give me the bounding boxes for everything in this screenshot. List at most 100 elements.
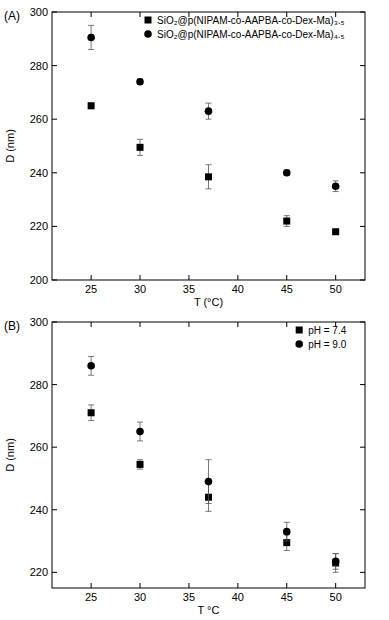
error-cap bbox=[88, 420, 94, 421]
error-cap bbox=[88, 404, 94, 405]
legend-label: SiO₂@p(NIPAM-co-AAPBA-co-Dex-Ma)₃.₅ bbox=[157, 15, 345, 26]
error-bar bbox=[284, 522, 290, 541]
legend-label: pH = 7.4 bbox=[308, 325, 347, 336]
figure: (A)253035404550200220240260280300T (°C)D… bbox=[0, 0, 389, 620]
data-point bbox=[332, 558, 340, 566]
error-cap bbox=[284, 226, 290, 227]
plot-frame bbox=[52, 12, 365, 280]
error-cap bbox=[333, 569, 339, 570]
x-tick bbox=[140, 583, 141, 588]
y-tick-label: 280 bbox=[30, 379, 48, 391]
y-tick bbox=[360, 322, 365, 323]
error-cap bbox=[206, 103, 212, 104]
y-tick bbox=[52, 572, 57, 573]
data-point bbox=[205, 478, 213, 486]
data-point bbox=[283, 528, 291, 536]
x-axis-title: T °C bbox=[198, 604, 220, 616]
data-point bbox=[205, 173, 212, 180]
x-tick bbox=[286, 322, 287, 327]
x-tick bbox=[237, 275, 238, 280]
error-cap bbox=[88, 375, 94, 376]
x-tick-label: 50 bbox=[330, 591, 342, 603]
x-tick bbox=[286, 275, 287, 280]
plot-area bbox=[87, 356, 339, 572]
y-tick bbox=[360, 447, 365, 448]
y-tick-label: 200 bbox=[30, 274, 48, 286]
data-point bbox=[87, 362, 95, 370]
x-tick-label: 45 bbox=[281, 283, 293, 295]
y-tick bbox=[360, 65, 365, 66]
data-point bbox=[88, 102, 95, 109]
panel-title: (A) bbox=[4, 9, 20, 23]
x-tick bbox=[335, 583, 336, 588]
x-tick-label: 50 bbox=[330, 283, 342, 295]
y-tick-label: 260 bbox=[30, 441, 48, 453]
data-point bbox=[137, 461, 144, 468]
error-cap bbox=[88, 49, 94, 50]
x-tick bbox=[188, 275, 189, 280]
x-tick bbox=[188, 583, 189, 588]
x-tick bbox=[140, 322, 141, 327]
y-tick bbox=[52, 12, 57, 13]
error-cap bbox=[206, 511, 212, 512]
data-point bbox=[283, 218, 290, 225]
data-point bbox=[283, 169, 291, 177]
error-cap bbox=[333, 191, 339, 192]
legend-label: SiO₂@p(NIPAM-co-AAPBA-co-Dex-Ma)₄.₅ bbox=[157, 29, 345, 40]
error-cap bbox=[333, 180, 339, 181]
x-tick-label: 30 bbox=[134, 283, 146, 295]
y-tick bbox=[360, 172, 365, 173]
x-tick bbox=[91, 12, 92, 17]
y-tick bbox=[360, 572, 365, 573]
x-tick bbox=[237, 583, 238, 588]
error-bar bbox=[333, 181, 339, 192]
error-cap bbox=[88, 25, 94, 26]
error-bar bbox=[284, 216, 290, 227]
error-cap bbox=[284, 215, 290, 216]
data-point bbox=[332, 228, 339, 235]
error-cap bbox=[137, 422, 143, 423]
y-tick bbox=[360, 119, 365, 120]
x-tick-label: 25 bbox=[85, 283, 97, 295]
error-cap bbox=[137, 469, 143, 470]
y-tick-label: 300 bbox=[30, 6, 48, 18]
panel: (A)253035404550200220240260280300T (°C)D… bbox=[4, 6, 365, 308]
x-tick bbox=[91, 583, 92, 588]
error-cap bbox=[206, 119, 212, 120]
legend-marker bbox=[145, 17, 152, 24]
y-tick-label: 300 bbox=[30, 316, 48, 328]
error-bar bbox=[333, 554, 339, 570]
y-tick-label: 220 bbox=[30, 220, 48, 232]
y-tick bbox=[360, 384, 365, 385]
x-tick bbox=[286, 583, 287, 588]
panel-title: (B) bbox=[4, 319, 20, 333]
error-cap bbox=[206, 164, 212, 165]
y-tick bbox=[52, 384, 57, 385]
y-tick-label: 240 bbox=[30, 167, 48, 179]
error-bar bbox=[137, 460, 143, 469]
x-tick bbox=[237, 322, 238, 327]
error-cap bbox=[333, 572, 339, 573]
x-tick bbox=[188, 322, 189, 327]
x-axis-title: T (°C) bbox=[194, 296, 223, 308]
x-tick-label: 35 bbox=[183, 591, 195, 603]
error-cap bbox=[206, 503, 212, 504]
y-tick bbox=[360, 226, 365, 227]
error-cap bbox=[137, 139, 143, 140]
error-bar bbox=[88, 405, 94, 421]
error-cap bbox=[137, 459, 143, 460]
error-cap bbox=[88, 356, 94, 357]
x-tick bbox=[91, 322, 92, 327]
error-bar bbox=[88, 356, 94, 375]
x-tick bbox=[140, 12, 141, 17]
error-cap bbox=[284, 550, 290, 551]
error-cap bbox=[206, 188, 212, 189]
panel: (B)253035404550220240260280300T °CD (nm)… bbox=[4, 316, 365, 616]
error-bar bbox=[88, 103, 94, 108]
data-point bbox=[88, 409, 95, 416]
plot-area bbox=[87, 25, 339, 235]
legend-label: pH = 9.0 bbox=[308, 339, 347, 350]
error-bar bbox=[206, 165, 212, 189]
y-axis-title: D (nm) bbox=[4, 438, 16, 472]
error-bar bbox=[88, 25, 94, 49]
